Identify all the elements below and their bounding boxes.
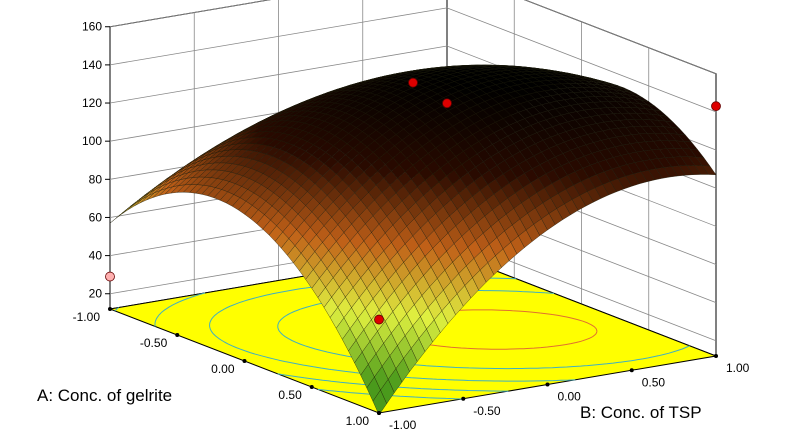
design-point bbox=[711, 101, 721, 112]
z-tick-label: 20 bbox=[89, 287, 103, 301]
y-tick-label: 0.50 bbox=[642, 375, 666, 389]
x-tick-label: -1.00 bbox=[73, 310, 101, 324]
z-gridline bbox=[109, 0, 717, 75]
y-tick-label: 0.00 bbox=[558, 390, 582, 404]
axis-ticks: 20 40 60 80 100 120 140 160 -1.00 -0.50 0.00 0.50 1.… bbox=[73, 20, 750, 431]
x-tick-mark bbox=[108, 307, 112, 311]
x-tick-mark bbox=[242, 359, 247, 363]
z-tick-label: 60 bbox=[89, 210, 103, 224]
x-tick-mark bbox=[309, 385, 314, 389]
x-tick-label: 0.00 bbox=[211, 362, 235, 376]
response-surface bbox=[105, 64, 721, 416]
x-tick-mark bbox=[175, 333, 180, 337]
y-tick-mark bbox=[629, 368, 634, 373]
y-tick-mark bbox=[545, 382, 550, 387]
y-tick-label: -1.00 bbox=[389, 418, 417, 431]
y-tick-mark bbox=[461, 396, 466, 401]
design-point bbox=[442, 98, 452, 109]
z-tick-label: 80 bbox=[89, 172, 103, 186]
x-axis-title: A: Conc. of gelrite bbox=[37, 386, 172, 405]
design-point bbox=[408, 77, 418, 88]
y-tick-label: -0.50 bbox=[473, 404, 501, 418]
design-point bbox=[105, 271, 115, 282]
design-point bbox=[374, 314, 384, 325]
z-tick-label: 120 bbox=[82, 96, 102, 110]
x-tick-label: 1.00 bbox=[346, 414, 370, 428]
z-tick-label: 140 bbox=[82, 58, 102, 72]
z-tick-label: 160 bbox=[82, 20, 102, 34]
y-tick-mark bbox=[714, 354, 718, 358]
z-tick-label: 40 bbox=[89, 249, 103, 263]
y-axis-title: B: Conc. of TSP bbox=[580, 403, 702, 422]
y-tick-label: 1.00 bbox=[726, 361, 750, 375]
x-tick-label: -0.50 bbox=[140, 336, 168, 350]
x-tick-label: 0.50 bbox=[278, 388, 302, 402]
y-tick-mark bbox=[377, 411, 381, 415]
z-gridline bbox=[109, 7, 717, 113]
surface-cell bbox=[372, 389, 387, 416]
z-tick-label: 100 bbox=[82, 134, 102, 148]
